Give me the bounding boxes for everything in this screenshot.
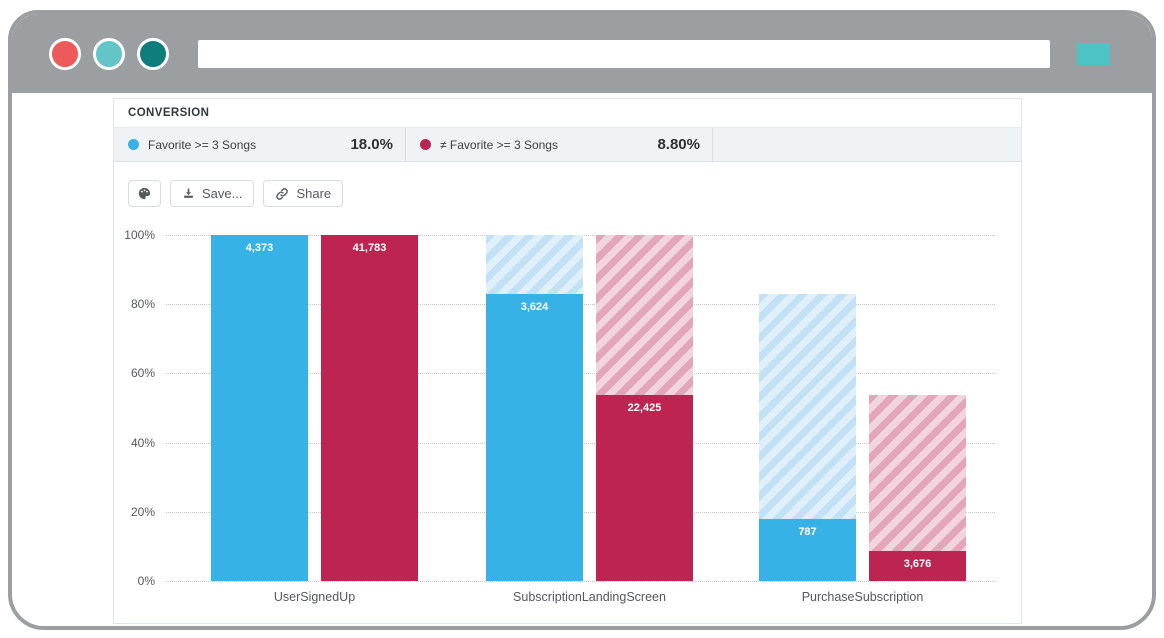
bar-value: 41,783 bbox=[352, 242, 387, 254]
page-content: CONVERSION Favorite >= 3 Songs 18.0% ≠ F… bbox=[12, 93, 1152, 626]
funnel-bar[interactable]: 4,373 bbox=[211, 235, 308, 581]
funnel-bar-dropoff[interactable] bbox=[869, 395, 966, 551]
palette-button[interactable] bbox=[128, 180, 161, 207]
legend-conversion-value: 8.80% bbox=[657, 136, 700, 153]
window-maximize-button[interactable] bbox=[137, 37, 169, 70]
card-title: CONVERSION bbox=[114, 99, 1021, 128]
browser-chrome bbox=[12, 14, 1152, 93]
window-close-button[interactable] bbox=[49, 37, 81, 70]
y-axis-tick: 40% bbox=[130, 435, 155, 450]
gridline bbox=[166, 581, 995, 582]
funnel-bar-dropoff[interactable] bbox=[759, 294, 856, 519]
funnel-bar[interactable]: 22,425 bbox=[596, 395, 693, 581]
legend-dot-red bbox=[420, 139, 431, 150]
legend-strip: Favorite >= 3 Songs 18.0% ≠ Favorite >= … bbox=[114, 128, 1021, 162]
save-button-label: Save... bbox=[202, 186, 243, 201]
bar-value: 4,373 bbox=[245, 242, 274, 254]
legend-item-favorite[interactable]: Favorite >= 3 Songs 18.0% bbox=[114, 128, 406, 161]
plot-area: 0% 20% 40% 60% 80% 100% 4,373 3,624 787 41,783 22,… bbox=[124, 228, 995, 604]
save-button[interactable]: Save... bbox=[170, 180, 255, 207]
download-icon bbox=[182, 187, 195, 200]
bar-value: 3,676 bbox=[903, 557, 932, 570]
conversion-card: CONVERSION Favorite >= 3 Songs 18.0% ≠ F… bbox=[113, 98, 1022, 624]
share-button-label: Share bbox=[296, 186, 332, 201]
funnel-bar[interactable]: 41,783 bbox=[321, 235, 418, 581]
browser-action-button[interactable] bbox=[1077, 42, 1110, 65]
chart-toolbar: Save... Share bbox=[128, 180, 1021, 207]
link-icon bbox=[275, 187, 289, 201]
bar-value: 3,624 bbox=[520, 301, 549, 314]
bar-value: 22,425 bbox=[627, 402, 662, 415]
window-minimize-button[interactable] bbox=[93, 37, 125, 70]
funnel-bar[interactable]: 3,676 bbox=[869, 550, 966, 581]
browser-window: CONVERSION Favorite >= 3 Songs 18.0% ≠ F… bbox=[8, 10, 1156, 630]
legend-label: Favorite >= 3 Songs bbox=[148, 137, 257, 152]
legend-dot-blue bbox=[128, 139, 139, 150]
legend-item-not-favorite[interactable]: ≠ Favorite >= 3 Songs 8.80% bbox=[406, 128, 713, 161]
share-button[interactable]: Share bbox=[263, 180, 344, 207]
y-axis-tick: 20% bbox=[130, 504, 155, 519]
x-axis-label: PurchaseSubscription bbox=[801, 590, 924, 604]
y-axis-tick: 0% bbox=[137, 574, 155, 588]
y-axis-tick: 60% bbox=[130, 366, 155, 381]
y-axis-tick: 100% bbox=[124, 228, 155, 242]
y-axis-tick: 80% bbox=[130, 297, 155, 312]
funnel-bar[interactable]: 787 bbox=[759, 518, 856, 581]
funnel-bar-dropoff[interactable] bbox=[596, 235, 693, 396]
legend-label: ≠ Favorite >= 3 Songs bbox=[440, 137, 558, 152]
url-bar[interactable] bbox=[198, 39, 1050, 68]
x-axis-label: UserSignedUp bbox=[273, 590, 356, 604]
funnel-bar[interactable]: 3,624 bbox=[486, 294, 583, 581]
funnel-bar-dropoff[interactable] bbox=[486, 235, 583, 295]
x-axis-label: SubscriptionLandingScreen bbox=[513, 590, 666, 604]
bar-value: 787 bbox=[798, 525, 817, 538]
legend-conversion-value: 18.0% bbox=[350, 136, 393, 153]
palette-icon bbox=[137, 186, 152, 201]
